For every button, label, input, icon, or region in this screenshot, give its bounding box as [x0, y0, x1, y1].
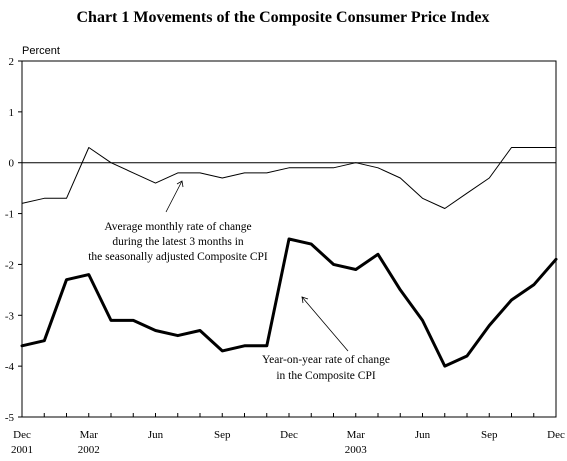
x-tick-label: Dec: [547, 429, 565, 441]
y-tick-label: -1: [5, 209, 14, 221]
annotation-2-arrowhead: [301, 296, 309, 304]
y-tick-label: -5: [5, 412, 15, 424]
x-tick-year-label: 2002: [78, 444, 100, 456]
annotation-1-line: the seasonally adjusted Composite CPI: [88, 251, 268, 263]
x-tick-year-label: 2003: [345, 444, 368, 456]
x-tick-label: Jun: [148, 429, 164, 441]
x-tick-label: Mar: [347, 429, 366, 441]
y-tick-label: -2: [5, 259, 14, 271]
x-tick-label: Sep: [214, 429, 231, 441]
series-line-1: [21, 147, 557, 209]
x-tick-label: Jun: [415, 429, 431, 441]
annotation-1-arrowhead: [176, 180, 184, 188]
annotation-2-arrow: [301, 296, 349, 352]
axes: 2 1 0 -1 -2 -3 -4 -5 Dec 2001 Mar 2002 Jun Sep Dec Mar 2…: [5, 56, 565, 456]
series-line-2: [20, 237, 558, 368]
annotation-1-line: during the latest 3 months in: [112, 236, 244, 248]
annotation-1-line: Average monthly rate of change: [104, 221, 251, 233]
x-tick-label: Dec: [280, 429, 298, 441]
annotation-2-line: Year-on-year rate of change: [262, 354, 390, 366]
x-tick-label: Sep: [481, 429, 498, 441]
series-layer: [20, 147, 558, 368]
x-tick-year-label: 2001: [11, 444, 33, 456]
y-tick-label: 0: [9, 158, 15, 170]
y-tick-label: 2: [9, 56, 15, 68]
annotation-2-line: in the Composite CPI: [276, 370, 376, 382]
y-tick-label: -3: [5, 310, 15, 322]
x-tick-label: Dec: [13, 429, 31, 441]
x-tick-label: Mar: [80, 429, 99, 441]
annotations: Average monthly rate of change during the…: [88, 180, 390, 382]
y-tick-label: 1: [9, 107, 15, 119]
annotation-1-arrow: [165, 180, 183, 213]
chart-title: Chart 1 Movements of the Composite Consu…: [77, 9, 490, 26]
y-tick-label: -4: [5, 361, 15, 373]
y-axis-label: Percent: [22, 45, 60, 57]
